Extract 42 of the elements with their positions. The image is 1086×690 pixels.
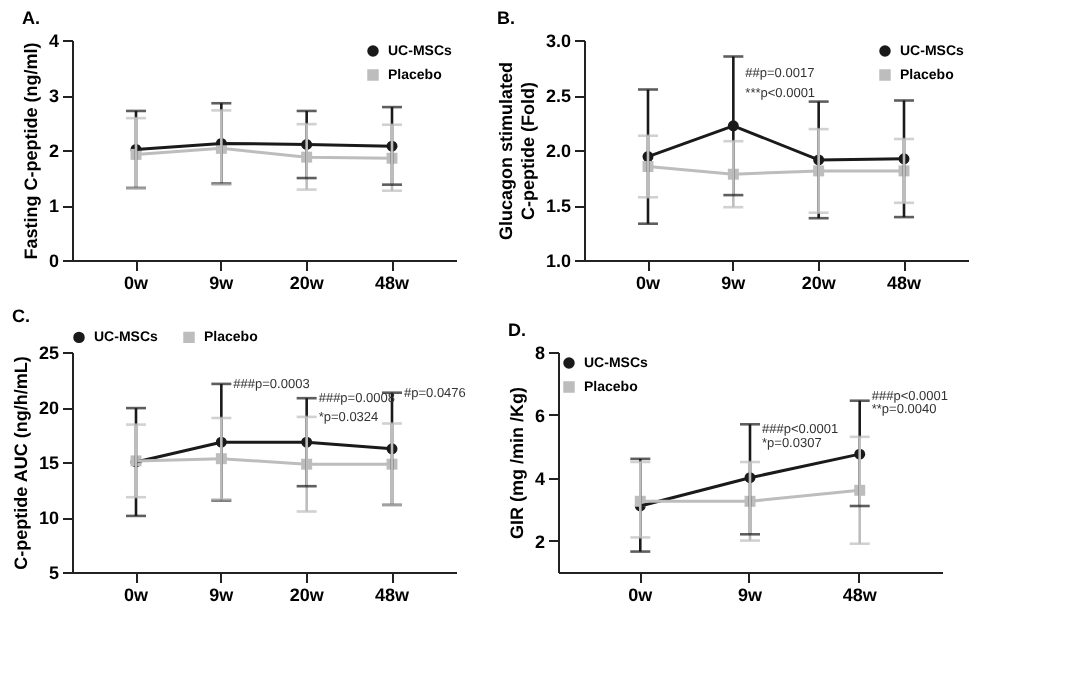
x-tick-label: 0w [123,585,150,605]
chart-title: C. [11,306,30,326]
y-tick-label: 4 [48,31,59,51]
y-tick-label: 1.5 [545,196,571,216]
x-tick-label: 9w [209,585,236,605]
y-tick-label: 6 [534,405,545,426]
y-tick-label: 4 [534,468,545,489]
x-tick-label: 9w [209,273,236,293]
y-tick-label: 1.0 [545,251,571,271]
y-tick-label: 3.0 [545,31,571,51]
chart-title: B. [496,8,515,28]
y-tick-label: 2 [48,141,59,161]
y-tick-label: 0 [48,251,59,271]
x-tick-label: 48w [886,273,924,293]
y-tick-label: 8 [534,343,545,363]
x-tick-label: 0w [635,273,662,293]
y-axis-title: Fasting C-peptide (ng/ml) [20,42,41,260]
x-tick-label: 48w [842,585,879,605]
chart-title: D. [507,320,526,340]
y-tick-label: 2.0 [545,141,571,161]
x-tick-label: 20w [289,273,326,293]
x-tick-label: 48w [374,273,412,293]
x-tick-label: 9w [737,585,764,605]
x-tick-label: 0w [123,273,150,293]
y-tick-label: 5 [48,563,59,583]
y-tick-label: 15 [38,453,59,473]
y-axis-title: C-peptide AUC (ng/h/mL) [10,356,31,570]
y-tick-label: 1 [48,196,59,216]
x-tick-label: 0w [628,585,655,605]
y-axis-title: GIR (mg /min /Kg) [506,387,527,539]
x-tick-label: 20w [801,273,838,293]
y-tick-label: 2.5 [545,86,571,106]
y-tick-label: 3 [48,86,59,106]
y-axis-title: Glucagon stimulated C-peptide (Fold) [495,61,538,241]
chart-title: A. [21,8,40,28]
y-tick-label: 2 [534,531,545,552]
x-tick-label: 9w [721,273,748,293]
y-tick-label: 25 [38,343,59,363]
x-tick-label: 20w [289,585,326,605]
y-tick-label: 10 [38,508,59,528]
y-tick-label: 20 [38,398,59,418]
x-tick-label: 48w [374,585,412,605]
